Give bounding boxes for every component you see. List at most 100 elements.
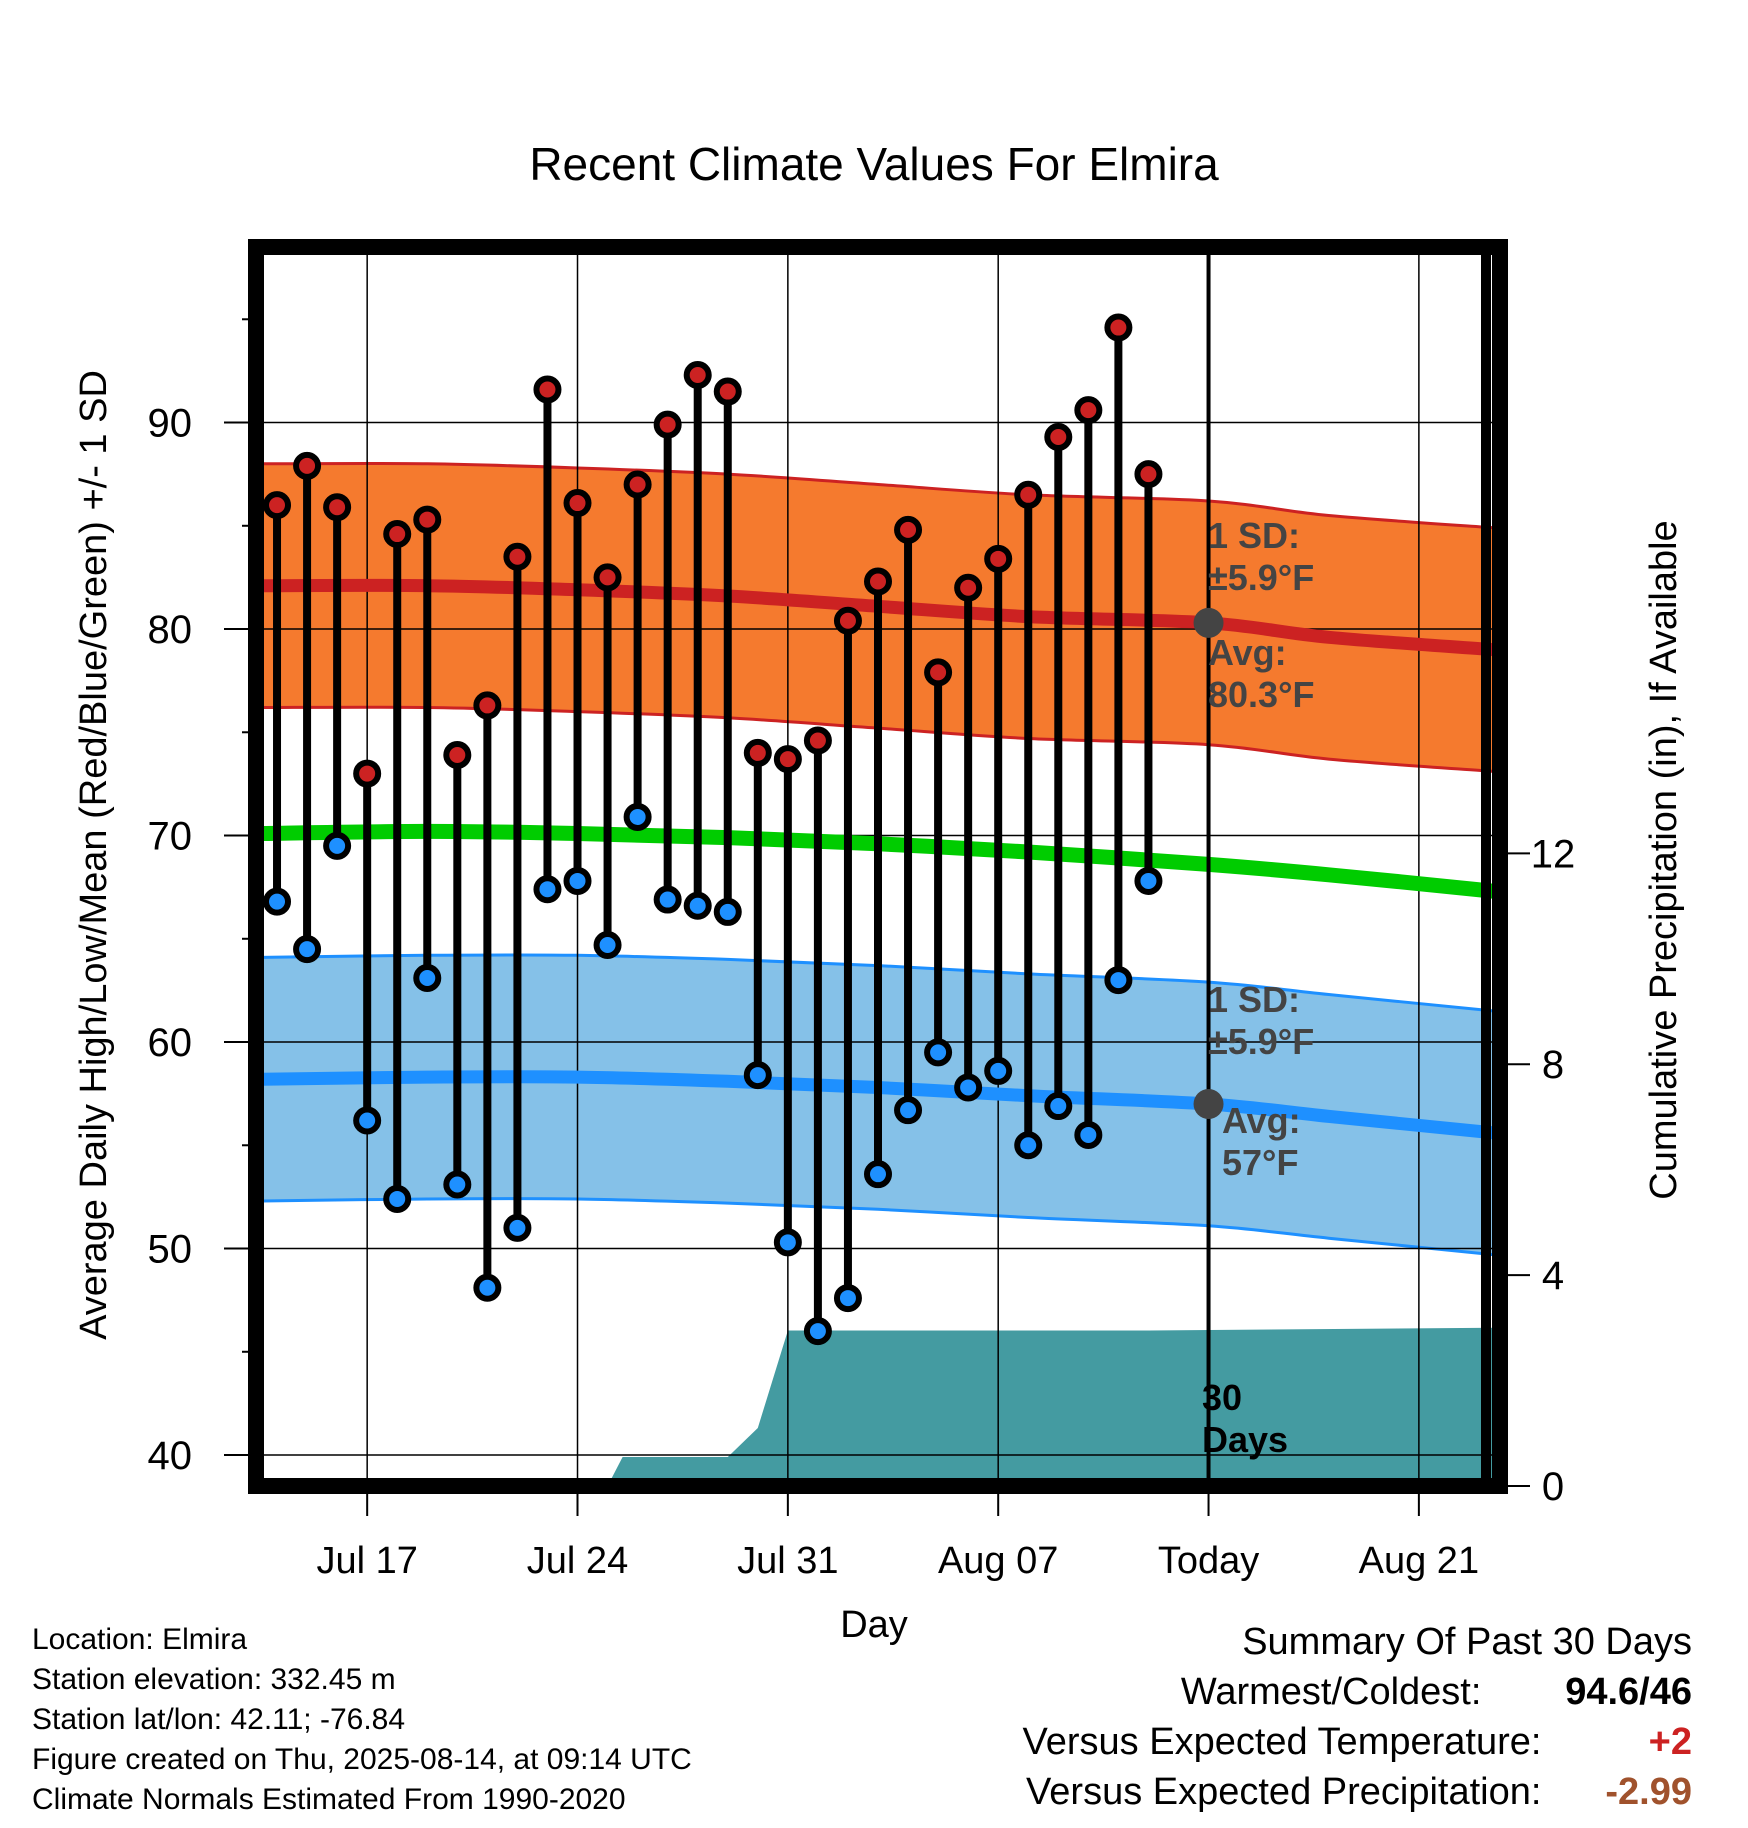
daily-low-point [533,875,562,904]
warm-cold-value: 94.6/46 [1565,1671,1692,1713]
daily-low-point [593,930,622,959]
high-sd-upper-edge [262,461,1494,530]
daily-low-point [1014,1131,1043,1160]
daily-high-point [1104,313,1133,342]
daily-low-point [353,1106,382,1135]
x-tick-label: Jul 24 [527,1540,628,1582]
warm-cold-row: Warmest/Coldest: 94.6/46 [1023,1667,1692,1717]
daily-high-point [864,567,892,596]
summary-panel: Summary Of Past 30 Days Warmest/Coldest:… [1023,1617,1692,1817]
y-tick-label: 50 [148,1228,193,1272]
daily-low-point [623,802,652,831]
daily-high-point [263,491,292,520]
low-avg-annotation: Avg: 57°F [1222,1100,1301,1183]
period-annotation-line: Days [1202,1419,1288,1460]
x-tick-label: Aug 21 [1359,1540,1479,1582]
y2-tick-label: 12 [1531,832,1576,876]
cumulative-precip-area [607,1327,1494,1486]
daily-high-point [1134,460,1163,489]
y2-axis-label: Cumulative Precipitation (in), If Availa… [1643,520,1685,1199]
low-sd-lower-edge [262,1197,1494,1257]
plot-clipped-layer [262,247,1494,1486]
daily-low-point [443,1170,472,1199]
daily-low-point [954,1073,983,1102]
low-sd-annotation: 1 SD: ±5.9°F [1208,979,1314,1062]
elevation-text: Station elevation: 332.45 m [32,1663,396,1696]
daily-high-point [593,563,622,592]
daily-low-point [413,964,442,993]
daily-low-point [803,1317,832,1346]
daily-low-point [473,1273,502,1302]
high-sd-annotation-line: 1 SD: [1208,515,1300,556]
daily-high-point [1044,422,1073,451]
daily-high-point [743,738,772,767]
chart-title: Recent Climate Values For Elmira [529,138,1219,190]
station-info: Location: Elmira Station elevation: 332.… [32,1620,692,1820]
today-normal-high-marker [1193,607,1224,638]
daily-low-point [1134,866,1163,895]
y2-tick-label: 4 [1542,1254,1564,1298]
daily-low-point [864,1160,892,1189]
high-avg-annotation-line: 80.3°F [1208,674,1314,715]
x-tick-label: Today [1158,1540,1259,1582]
daily-low-point [503,1213,532,1242]
daily-high-point [833,606,862,635]
y-tick-label: 90 [148,402,193,446]
daily-high-point [683,361,712,390]
daily-high-point [623,470,652,499]
y-tick-label: 80 [148,608,193,652]
plot-frame [248,239,1508,1494]
low-avg-annotation-line: Avg: [1222,1100,1301,1141]
high-sd-annotation-line: ±5.9°F [1208,557,1314,598]
x-axis-label: Day [840,1604,908,1646]
y2-tick-label: 0 [1542,1465,1564,1509]
daily-low-point [833,1284,862,1313]
temp-row: Versus Expected Temperature: +2 [1023,1717,1692,1767]
created-text: Figure created on Thu, 2025-08-14, at 09… [32,1743,692,1776]
y-tick-label: 70 [148,815,193,859]
x-tick-label: Jul 17 [316,1540,417,1582]
today-normal-low-marker [1193,1088,1224,1119]
daily-high-point [293,451,322,480]
low-avg-annotation-line: 57°F [1222,1142,1298,1183]
latlon-text: Station lat/lon: 42.11; -76.84 [32,1703,406,1736]
daily-high-point [653,410,682,439]
daily-low-point [653,885,682,914]
daily-high-point [894,515,923,544]
daily-high-point [383,520,412,549]
temp-label: Versus Expected Temperature: [1022,1721,1542,1763]
precip-value: -2.99 [1605,1771,1692,1813]
daily-high-point [803,726,832,755]
high-sd-annotation: 1 SD: ±5.9°F [1208,515,1314,598]
daily-low-point [563,866,592,895]
daily-high-point [773,745,802,774]
daily-low-point [894,1096,923,1125]
daily-high-point [713,377,742,406]
period-annotation: 30 Days [1202,1377,1288,1460]
normals-text: Climate Normals Estimated From 1990-2020 [32,1783,626,1816]
precip-row: Versus Expected Precipitation: -2.99 [1023,1767,1692,1817]
y-tick-label: 60 [148,1021,193,1065]
high-avg-annotation-line: Avg: [1208,632,1287,673]
x-tick-label: Aug 07 [938,1540,1058,1582]
daily-low-point [1074,1120,1103,1149]
y-tick-label: 40 [148,1434,193,1478]
period-annotation-line: 30 [1202,1377,1242,1418]
daily-high-point [563,489,592,518]
y-axis-label: Average Daily High/Low/Mean (Red/Blue/Gr… [73,370,115,1340]
low-sd-annotation-line: 1 SD: [1208,979,1300,1020]
daily-high-point [1014,480,1043,509]
daily-low-point [924,1038,953,1067]
daily-high-point [984,544,1013,573]
precip-label: Versus Expected Precipitation: [1026,1771,1542,1813]
location-text: Location: Elmira [32,1623,248,1656]
daily-low-point [683,891,712,920]
daily-high-point [413,505,442,534]
daily-low-point [984,1056,1013,1085]
warm-cold-label: Warmest/Coldest: [1180,1671,1482,1713]
daily-low-point [263,887,292,916]
summary-title: Summary Of Past 30 Days [1242,1621,1692,1663]
daily-low-point [293,935,322,964]
